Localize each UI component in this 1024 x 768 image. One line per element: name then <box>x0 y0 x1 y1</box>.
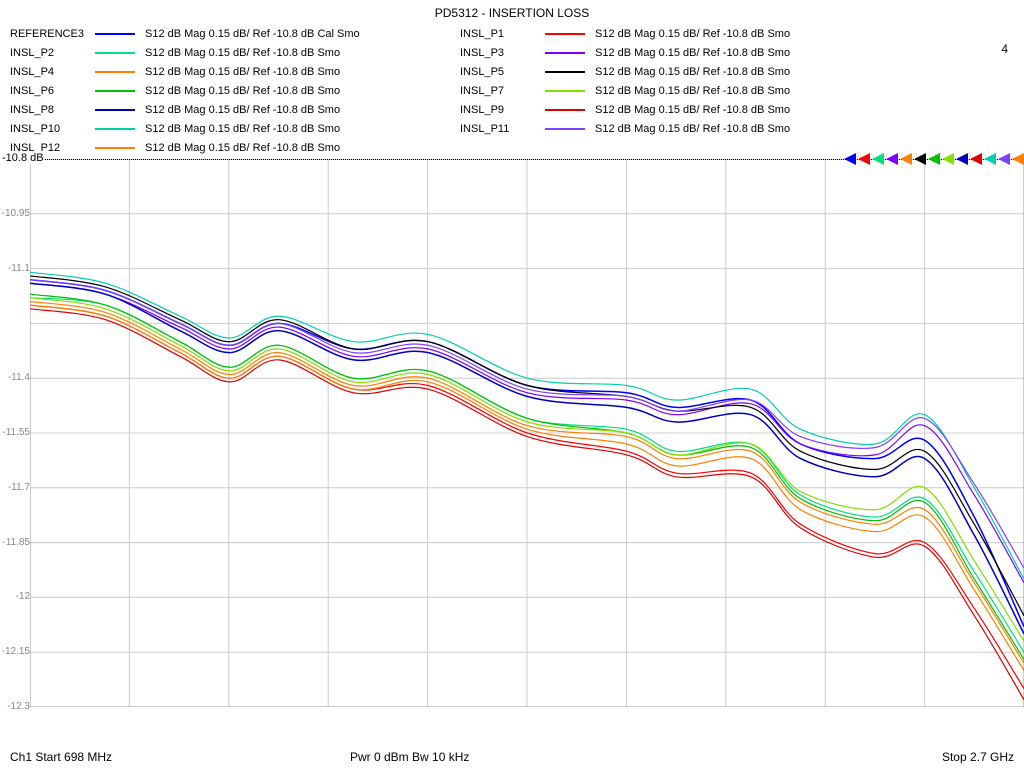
y-axis-label: -11.1 <box>8 263 30 274</box>
y-axis-label: -12 <box>16 591 30 602</box>
legend-trace-name: INSL_P11 <box>460 123 545 135</box>
legend-color-swatch <box>95 33 135 35</box>
legend-color-swatch <box>95 147 135 149</box>
legend-color-swatch <box>95 109 135 111</box>
legend-color-swatch <box>95 71 135 73</box>
legend-trace-name: INSL_P5 <box>460 66 545 78</box>
legend-color-swatch <box>95 52 135 54</box>
trace-marker-icon <box>928 153 940 165</box>
legend-color-swatch <box>95 128 135 130</box>
trace-marker-icon <box>942 153 954 165</box>
legend-trace-desc: S12 dB Mag 0.15 dB/ Ref -10.8 dB Smo <box>145 66 340 78</box>
legend-trace-desc: S12 dB Mag 0.15 dB/ Ref -10.8 dB Smo <box>595 28 790 40</box>
legend-trace-desc: S12 dB Mag 0.15 dB/ Ref -10.8 dB Smo <box>595 123 790 135</box>
y-axis-label: -12.3 <box>7 701 30 712</box>
trace-marker-icon <box>844 153 856 165</box>
legend-trace-name: INSL_P4 <box>10 66 95 78</box>
trace-marker-icon <box>1012 153 1024 165</box>
x-stop-label: Stop 2.7 GHz <box>864 750 1014 764</box>
chart-area: -10.8 dB -10.95-11.1-11.4-11.55-11.7-11.… <box>0 159 1024 707</box>
legend-trace-desc: S12 dB Mag 0.15 dB/ Ref -10.8 dB Smo <box>145 142 340 154</box>
legend-trace-name: INSL_P6 <box>10 85 95 97</box>
legend-trace-name: INSL_P7 <box>460 85 545 97</box>
legend-trace-desc: S12 dB Mag 0.15 dB/ Ref -10.8 dB Cal Smo <box>145 28 360 40</box>
legend-trace-name: INSL_P3 <box>460 47 545 59</box>
page-number: 4 <box>1001 42 1008 56</box>
legend-trace-desc: S12 dB Mag 0.15 dB/ Ref -10.8 dB Smo <box>595 104 790 116</box>
y-axis-label: -11.4 <box>8 372 30 383</box>
chart-footer: Ch1 Start 698 MHz Pwr 0 dBm Bw 10 kHz St… <box>10 750 1014 764</box>
legend: REFERENCE3 S12 dB Mag 0.15 dB/ Ref -10.8 … <box>0 20 1024 159</box>
legend-trace-desc: S12 dB Mag 0.15 dB/ Ref -10.8 dB Smo <box>595 66 790 78</box>
legend-trace-name: INSL_P8 <box>10 104 95 116</box>
legend-trace-name: REFERENCE3 <box>10 28 95 40</box>
y-axis-label: -12.15 <box>2 646 30 657</box>
trace-markers <box>844 153 1024 165</box>
plot-svg <box>30 159 1024 707</box>
legend-trace-desc: S12 dB Mag 0.15 dB/ Ref -10.8 dB Smo <box>595 47 790 59</box>
y-axis-label: -11.7 <box>8 482 30 493</box>
y-axis-label: -11.55 <box>2 427 30 438</box>
legend-trace-name: INSL_P2 <box>10 47 95 59</box>
legend-trace-desc: S12 dB Mag 0.15 dB/ Ref -10.8 dB Smo <box>595 85 790 97</box>
reference-label: -10.8 dB <box>2 152 44 164</box>
x-start-label: Ch1 Start 698 MHz <box>10 750 350 764</box>
legend-color-swatch <box>545 71 585 73</box>
legend-trace-desc: S12 dB Mag 0.15 dB/ Ref -10.8 dB Smo <box>145 47 340 59</box>
legend-color-swatch <box>545 90 585 92</box>
trace-marker-icon <box>858 153 870 165</box>
legend-color-swatch <box>545 33 585 35</box>
trace-marker-icon <box>970 153 982 165</box>
legend-color-swatch <box>95 90 135 92</box>
y-axis-label: -10.95 <box>2 208 30 219</box>
legend-trace-name: INSL_P9 <box>460 104 545 116</box>
x-mid-label: Pwr 0 dBm Bw 10 kHz <box>350 750 864 764</box>
trace-marker-icon <box>886 153 898 165</box>
trace-marker-icon <box>872 153 884 165</box>
trace-marker-icon <box>984 153 996 165</box>
trace-marker-icon <box>900 153 912 165</box>
chart-title: PD5312 - INSERTION LOSS <box>0 0 1024 20</box>
legend-color-swatch <box>545 109 585 111</box>
trace-marker-icon <box>914 153 926 165</box>
legend-trace-desc: S12 dB Mag 0.15 dB/ Ref -10.8 dB Smo <box>145 104 340 116</box>
legend-trace-name: INSL_P1 <box>460 28 545 40</box>
legend-color-swatch <box>545 128 585 130</box>
legend-color-swatch <box>545 52 585 54</box>
trace-marker-icon <box>956 153 968 165</box>
legend-trace-desc: S12 dB Mag 0.15 dB/ Ref -10.8 dB Smo <box>145 123 340 135</box>
y-axis-label: -11.85 <box>2 537 30 548</box>
legend-trace-desc: S12 dB Mag 0.15 dB/ Ref -10.8 dB Smo <box>145 85 340 97</box>
trace-marker-icon <box>998 153 1010 165</box>
legend-trace-name: INSL_P10 <box>10 123 95 135</box>
